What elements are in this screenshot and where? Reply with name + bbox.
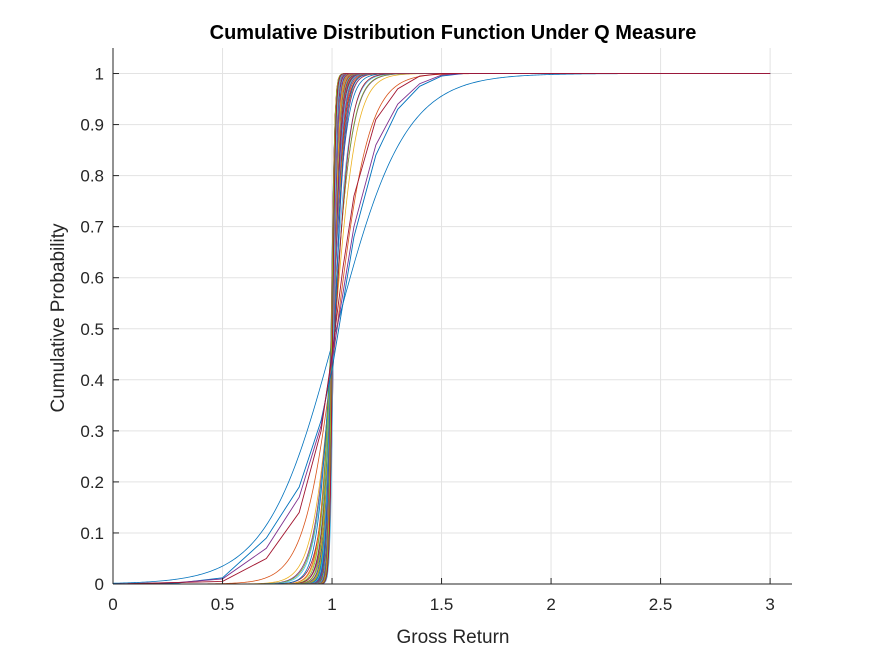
- x-tick-label: 3: [765, 595, 774, 614]
- x-tick-label: 2: [546, 595, 555, 614]
- x-axis-label: Gross Return: [397, 627, 510, 648]
- y-axis-label: Cumulative Probability: [48, 223, 69, 413]
- axes: [112, 48, 792, 585]
- y-tick-label: 0: [95, 575, 104, 594]
- y-tick-label: 0.4: [80, 371, 104, 390]
- y-tick-label: 0.2: [80, 473, 104, 492]
- x-tick-label: 1.5: [430, 595, 454, 614]
- cdf-curve-wide: [112, 73, 771, 585]
- chart-title: Cumulative Distribution Function Under Q…: [210, 22, 697, 44]
- y-tick-label: 0.1: [80, 524, 104, 543]
- plot-area: [113, 48, 792, 584]
- tick-labels: 0 0.5 1 1.5 2 2.5 3 0 0.1 0.2 0.3 0.4 0.5 0.6 0.7 0.8 0.…: [80, 65, 774, 614]
- x-tick-label: 0: [108, 595, 117, 614]
- y-tick-label: 0.8: [80, 167, 104, 186]
- y-tick-label: 0.9: [80, 116, 104, 135]
- y-tick-label: 0.6: [80, 269, 104, 288]
- cdf-curve-wide: [112, 73, 771, 585]
- cdf-curve-wide: [112, 73, 771, 585]
- x-tick-label: 2.5: [649, 595, 673, 614]
- y-tick-label: 0.3: [80, 422, 104, 441]
- x-tick-label: 1: [327, 595, 336, 614]
- y-tick-label: 0.7: [80, 218, 104, 237]
- plot-background: [113, 48, 792, 584]
- y-tick-label: 0.5: [80, 320, 104, 339]
- x-tick-label: 0.5: [211, 595, 235, 614]
- y-tick-label: 1: [95, 65, 104, 84]
